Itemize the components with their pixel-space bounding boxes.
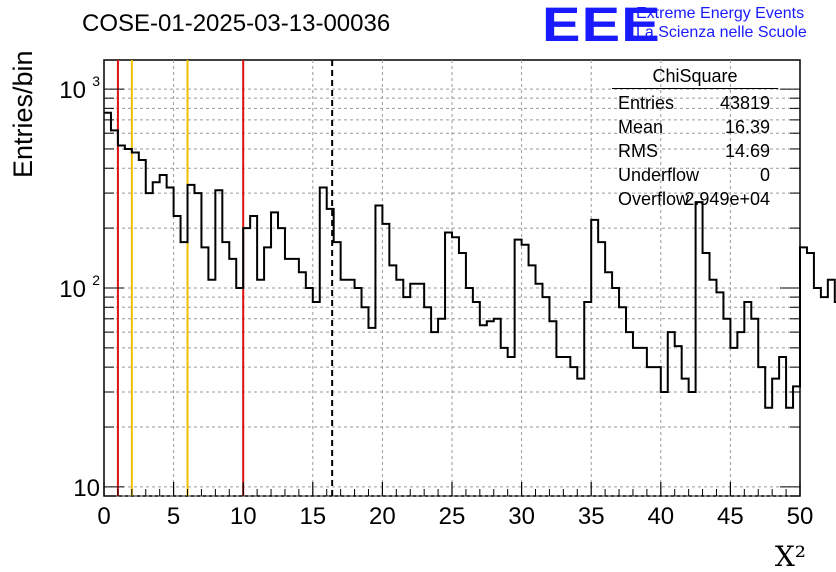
y-tick-label: 10: [59, 276, 86, 303]
x-tick-label: 45: [717, 503, 744, 530]
logo-line-1: Extreme Energy Events: [636, 5, 805, 22]
stats-value: 2.949e+04: [684, 189, 770, 209]
y-tick-label: 10: [73, 475, 100, 502]
x-tick-label: 50: [787, 503, 814, 530]
eee-logo: EEE: [542, 0, 661, 52]
x-axis-label: X²: [775, 540, 806, 572]
stats-key: Mean: [618, 117, 664, 137]
stats-key: Underflow: [618, 165, 700, 185]
stats-row-entries: Entries 43819: [612, 91, 778, 115]
logo-line-2: La Scienza nelle Scuole: [636, 24, 807, 41]
x-tick-label: 5: [167, 503, 180, 530]
stats-value: 0: [759, 165, 770, 185]
x-tick-label: 0: [97, 503, 110, 530]
stats-row-underflow: Underflow 0: [612, 163, 778, 187]
stats-title: ChiSquare: [612, 66, 778, 89]
stats-value: 16.39: [724, 117, 770, 137]
y-tick-exponent: 3: [92, 73, 100, 89]
x-tick-label: 40: [647, 503, 674, 530]
x-tick-label: 15: [299, 503, 326, 530]
stats-box: ChiSquare Entries 43819 Mean 16.39 RMS 1…: [612, 66, 778, 211]
stats-value: 14.69: [724, 141, 770, 161]
x-tick-label: 20: [369, 503, 396, 530]
y-axis-label: Entries/bin: [8, 50, 38, 178]
y-tick-exponent: 2: [92, 272, 100, 288]
stats-key: RMS: [618, 141, 658, 161]
x-tick-label: 25: [439, 503, 466, 530]
y-tick-label: 10: [59, 77, 86, 104]
stats-row-mean: Mean 16.39: [612, 115, 778, 139]
stats-row-rms: RMS 14.69: [612, 139, 778, 163]
axes: 0 5 10 15 20 25 30 35 40 45 50 10 10 2 10 3: [59, 73, 813, 530]
x-tick-label: 30: [508, 503, 535, 530]
stats-key: Overflow: [618, 189, 690, 209]
x-tick-label: 35: [578, 503, 605, 530]
stats-key: Entries: [618, 93, 675, 113]
grid-lines: [104, 60, 800, 497]
histogram-series: [104, 111, 836, 409]
chart-title: COSE-01-2025-03-13-00036: [82, 10, 391, 37]
x-tick-label: 10: [230, 503, 257, 530]
stats-value: 43819: [719, 93, 770, 113]
marker-lines: [116, 60, 334, 496]
stats-row-overflow: Overflow 2.949e+04: [612, 187, 778, 211]
